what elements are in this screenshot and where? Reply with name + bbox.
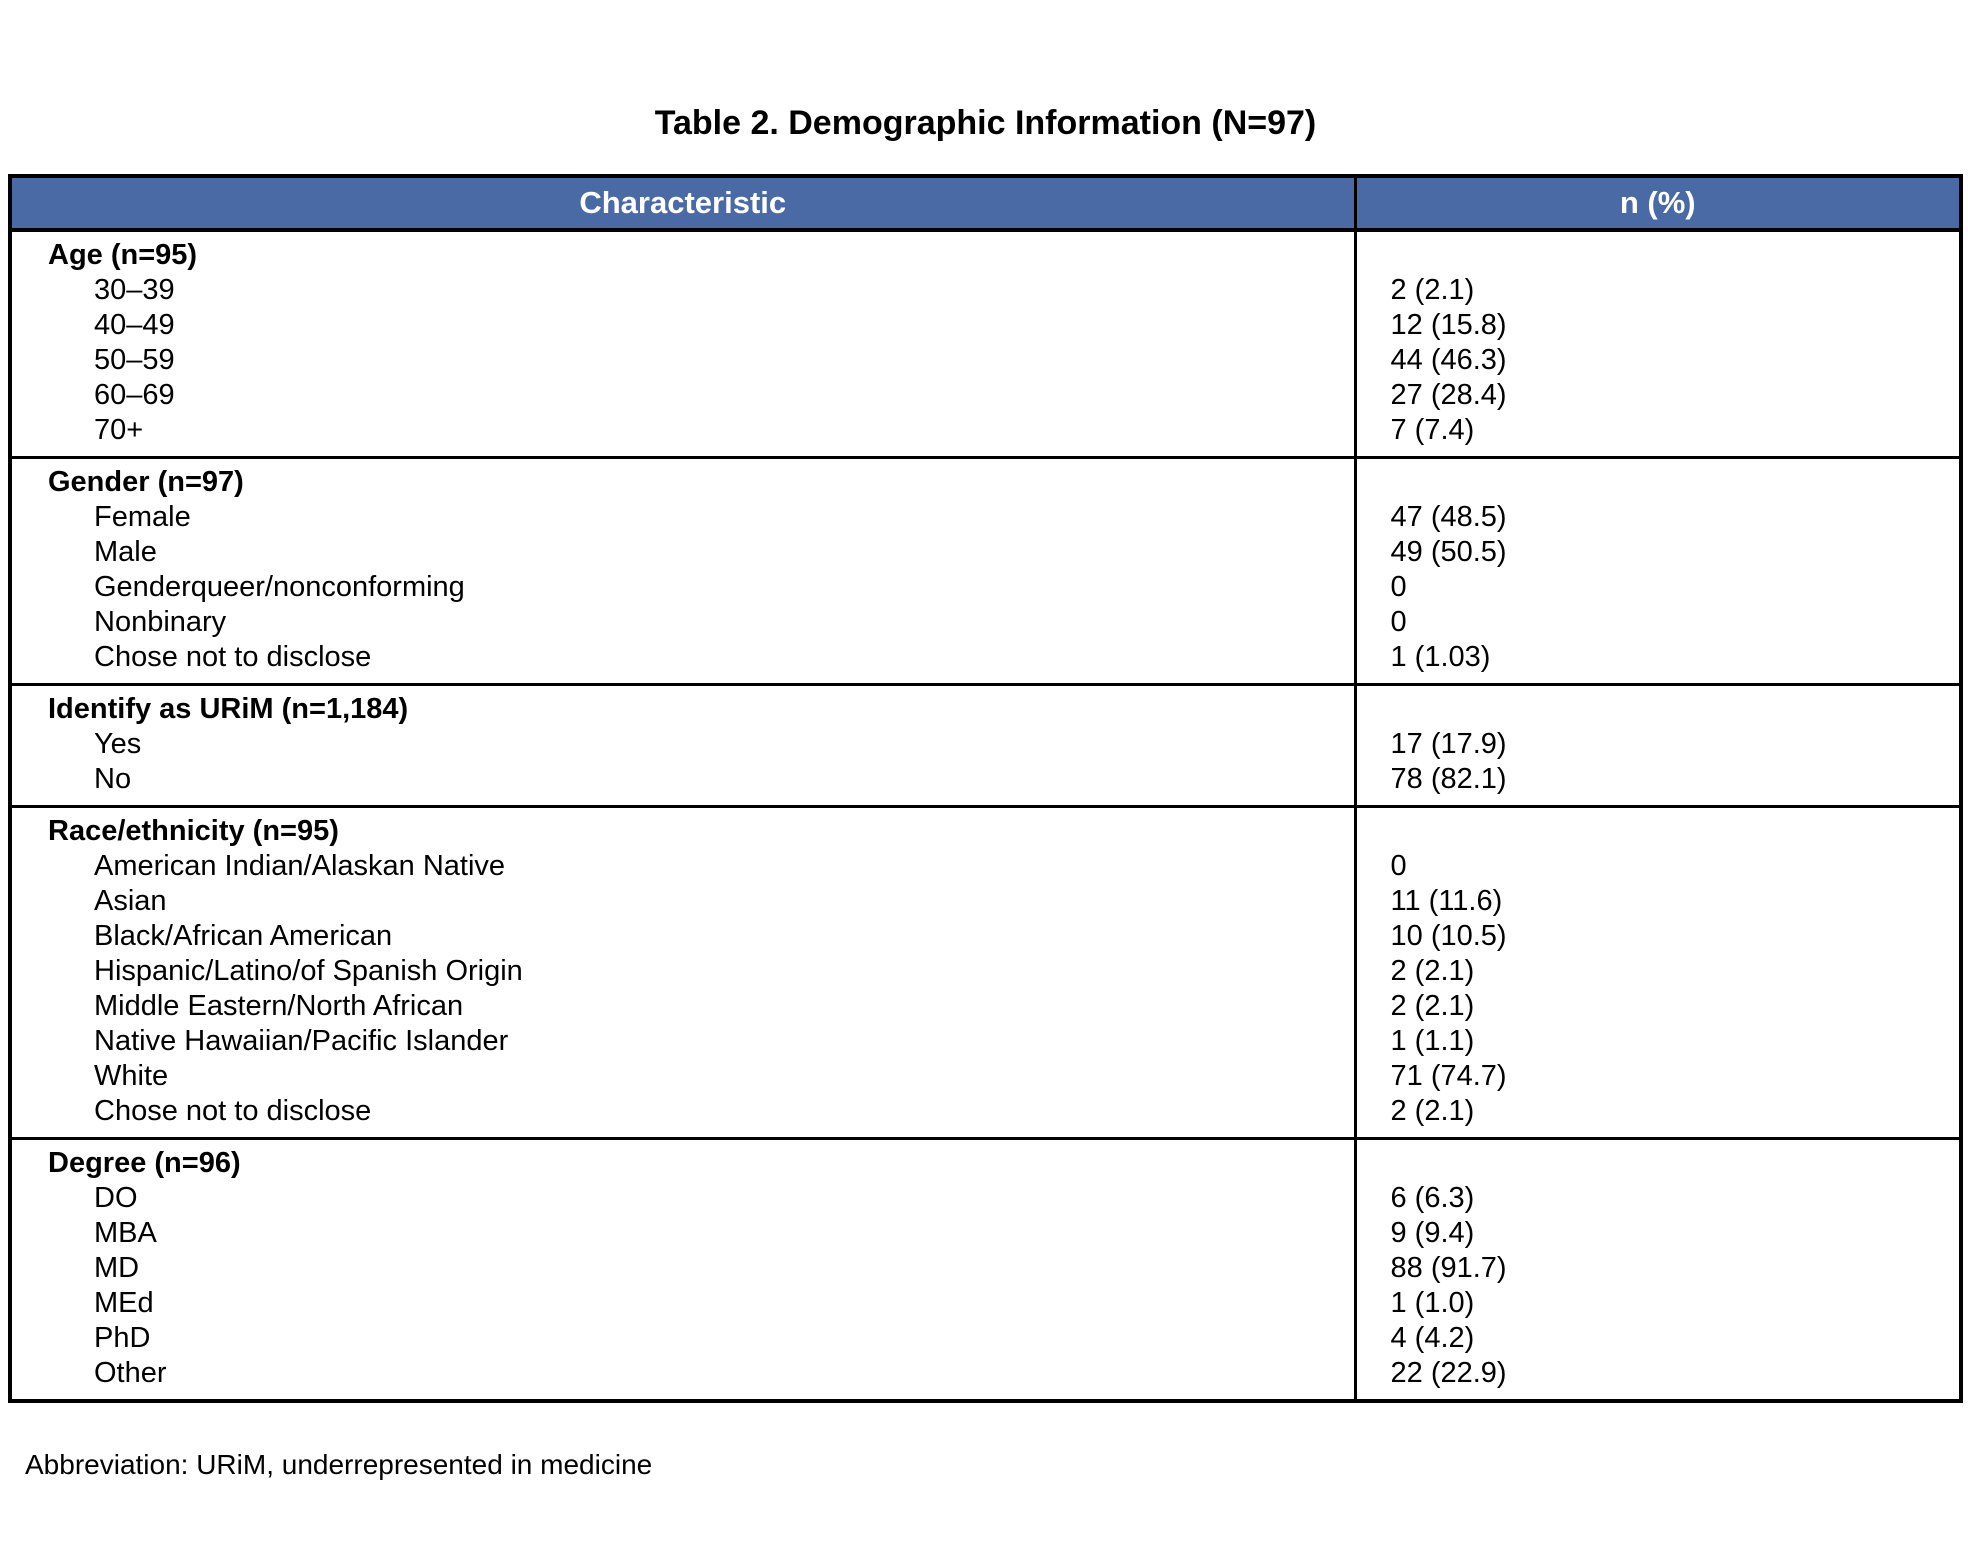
row-value: 10 (10.5) — [1390, 920, 1507, 952]
row-label: 30–39 — [94, 274, 175, 306]
row-value: 2 (2.1) — [1390, 955, 1475, 987]
row-label: White — [94, 1060, 169, 1092]
row-label: 60–69 — [94, 379, 175, 411]
value-spacer — [1357, 465, 1960, 500]
section-header: Gender (n=97) — [48, 466, 244, 498]
row-value: 47 (48.5) — [1390, 501, 1507, 533]
row-value: 0 — [1390, 571, 1407, 603]
row-value: 71 (74.7) — [1390, 1060, 1507, 1092]
row-value: 78 (82.1) — [1390, 763, 1507, 795]
characteristic-cell: Degree (n=96) DO MBA MD MEd PhD Other — [8, 1137, 1357, 1403]
row-value: 22 (22.9) — [1390, 1357, 1507, 1389]
table-section-row: Age (n=95) 30–39 40–49 50–59 60–69 70+ 2 (2.… — [8, 228, 1963, 459]
row-label: 40–49 — [94, 309, 175, 341]
section-header: Age (n=95) — [48, 239, 198, 271]
row-label: MEd — [94, 1287, 154, 1319]
value-spacer — [1357, 238, 1960, 273]
table-title: Table 2. Demographic Information (N=97) — [654, 104, 1317, 142]
row-value: 0 — [1390, 606, 1407, 638]
characteristic-cell: Gender (n=97) Female Male Genderqueer/nonc… — [8, 456, 1357, 686]
row-value: 2 (2.1) — [1390, 990, 1475, 1022]
value-spacer — [1357, 814, 1960, 849]
section-header: Race/ethnicity (n=95) — [48, 815, 339, 847]
row-label: Hispanic/Latino/of Spanish Origin — [94, 955, 523, 987]
section-header: Degree (n=96) — [48, 1147, 241, 1179]
column-header-characteristic: Characteristic — [8, 174, 1357, 232]
row-label: Yes — [94, 728, 142, 760]
row-value: 27 (28.4) — [1390, 379, 1507, 411]
row-value: 0 — [1390, 850, 1407, 882]
row-value: 88 (91.7) — [1390, 1252, 1507, 1284]
table-section-row: Race/ethnicity (n=95) American Indian/Al… — [8, 805, 1963, 1140]
value-spacer — [1357, 692, 1960, 727]
row-value: 17 (17.9) — [1390, 728, 1507, 760]
row-value: 12 (15.8) — [1390, 309, 1507, 341]
value-cell: 2 (2.1) 12 (15.8) 44 (46.3) 27 (28.4) 7 (7.4… — [1353, 228, 1963, 459]
row-label: Other — [94, 1357, 167, 1389]
row-label: No — [94, 763, 132, 795]
row-label: Male — [94, 536, 157, 568]
row-label: Chose not to disclose — [94, 641, 372, 673]
row-label: Black/African American — [94, 920, 393, 952]
row-label: Asian — [94, 885, 167, 917]
row-value: 44 (46.3) — [1390, 344, 1507, 376]
characteristic-cell: Age (n=95) 30–39 40–49 50–59 60–69 70+ — [8, 228, 1357, 459]
table-section-row: Gender (n=97) Female Male Genderqueer/nonc… — [8, 456, 1963, 686]
row-label: DO — [94, 1182, 138, 1214]
row-value: 49 (50.5) — [1390, 536, 1507, 568]
row-label: 50–59 — [94, 344, 175, 376]
header-row: Characteristic n (%) — [8, 174, 1963, 232]
characteristic-cell: Identify as URiM (n=1,184) Yes No — [8, 683, 1357, 808]
demographics-table: Characteristic n (%) Age (n=95) 30–39 40–… — [8, 174, 1963, 1403]
row-label: Native Hawaiian/Pacific Islander — [94, 1025, 509, 1057]
value-cell: 47 (48.5) 49 (50.5) 0 0 1 (1.03) — [1353, 456, 1963, 686]
row-value: 9 (9.4) — [1390, 1217, 1475, 1249]
row-label: MBA — [94, 1217, 157, 1249]
value-cell: 0 11 (11.6) 10 (10.5) 2 (2.1) 2 (2.1) 1 (1.1)… — [1353, 805, 1963, 1140]
abbreviation-footnote: Abbreviation: URiM, underrepresented in … — [25, 1449, 653, 1480]
table-section-row: Degree (n=96) DO MBA MD MEd PhD Other 6 (6.3)… — [8, 1137, 1963, 1403]
row-label: 70+ — [94, 414, 144, 446]
row-value: 1 (1.1) — [1390, 1025, 1475, 1057]
row-value: 2 (2.1) — [1390, 1095, 1475, 1127]
row-value: 2 (2.1) — [1390, 274, 1475, 306]
column-header-n-percent: n (%) — [1353, 174, 1963, 232]
row-value: 6 (6.3) — [1390, 1182, 1475, 1214]
row-label: PhD — [94, 1322, 151, 1354]
row-label: MD — [94, 1252, 140, 1284]
row-label: Nonbinary — [94, 606, 227, 638]
row-label: Middle Eastern/North African — [94, 990, 464, 1022]
row-label: American Indian/Alaskan Native — [94, 850, 506, 882]
table-section-row: Identify as URiM (n=1,184) Yes No 17 (17.… — [8, 683, 1963, 808]
characteristic-cell: Race/ethnicity (n=95) American Indian/Al… — [8, 805, 1357, 1140]
row-value: 4 (4.2) — [1390, 1322, 1475, 1354]
value-cell: 17 (17.9) 78 (82.1) — [1353, 683, 1963, 808]
row-label: Genderqueer/nonconforming — [94, 571, 465, 603]
value-cell: 6 (6.3) 9 (9.4) 88 (91.7) 1 (1.0) 4 (4.2) 22 … — [1353, 1137, 1963, 1403]
row-label: Female — [94, 501, 191, 533]
section-header: Identify as URiM (n=1,184) — [48, 693, 409, 725]
row-label: Chose not to disclose — [94, 1095, 372, 1127]
row-value: 1 (1.0) — [1390, 1287, 1475, 1319]
value-spacer — [1357, 1146, 1960, 1181]
row-value: 7 (7.4) — [1390, 414, 1475, 446]
row-value: 1 (1.03) — [1390, 641, 1491, 673]
row-value: 11 (11.6) — [1390, 885, 1503, 917]
